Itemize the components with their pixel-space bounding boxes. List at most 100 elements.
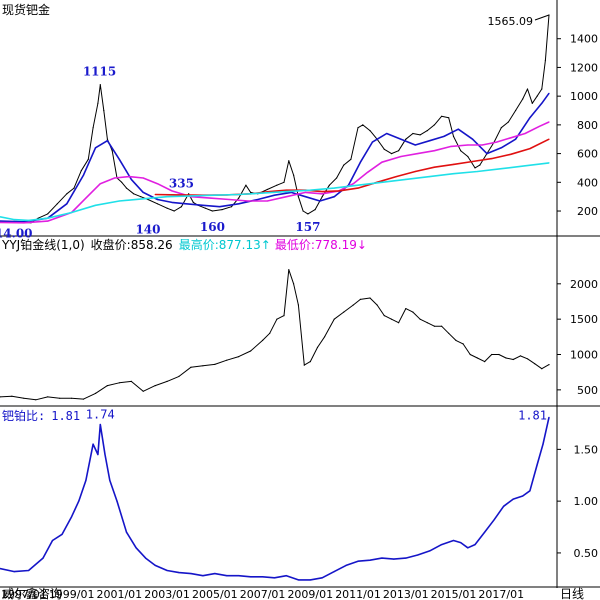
point-pd_pt_ratio xyxy=(85,479,87,481)
y-tick-label: 1500 xyxy=(570,313,598,326)
point-ma_red xyxy=(338,190,340,192)
point-ma_cyan xyxy=(28,219,30,221)
point-platinum xyxy=(214,363,216,365)
point-price xyxy=(250,191,252,193)
point-platinum xyxy=(390,318,393,320)
point-ma_cyan xyxy=(429,176,431,178)
point-price xyxy=(180,206,182,208)
point-pd_pt_ratio xyxy=(238,575,240,577)
point-ma_red xyxy=(491,158,493,160)
point-price xyxy=(307,213,309,215)
y-tick-label: 1000 xyxy=(570,90,598,103)
point-platinum xyxy=(118,382,120,384)
point-price xyxy=(106,138,108,140)
series-ma_red xyxy=(155,138,550,196)
point-ma_magenta xyxy=(85,197,87,199)
point-ma_magenta xyxy=(0,221,1,224)
point-pd_pt_ratio xyxy=(452,539,455,542)
point-ma_cyan xyxy=(309,189,311,191)
panel3-title: 钯铂比: 1.81 xyxy=(2,408,80,423)
point-ma_blue xyxy=(0,220,1,222)
point-ma_red xyxy=(548,138,550,140)
point-ma_cyan xyxy=(452,173,455,175)
y-tick-label: 0.50 xyxy=(574,547,599,560)
point-ma_red xyxy=(414,170,416,173)
point-price xyxy=(230,206,233,208)
point-price xyxy=(441,115,443,117)
panel2-name: YYJ铂金线(1,0) xyxy=(1,237,85,252)
point-ma_red xyxy=(285,189,287,191)
x-tick-label: 1997/01 xyxy=(1,588,47,600)
point-pd_pt_ratio xyxy=(109,479,111,481)
point-pd_pt_ratio xyxy=(467,547,469,549)
point-ma_cyan xyxy=(214,194,216,196)
point-pd_pt_ratio xyxy=(309,579,311,581)
point-ma_blue xyxy=(238,203,240,205)
point-platinum xyxy=(441,325,443,327)
y-tick-label: 1.00 xyxy=(574,495,599,508)
point-ma_cyan xyxy=(262,192,264,194)
panel1-title: 现货钯金 xyxy=(2,2,50,17)
series-ma_magenta xyxy=(0,121,550,224)
y-tick-label: 400 xyxy=(577,176,598,189)
point-price xyxy=(419,134,421,136)
point-pd_pt_ratio xyxy=(51,539,54,542)
point-platinum xyxy=(0,396,1,398)
last-value-label: 1565.09 xyxy=(488,15,534,28)
x-tick-label: 2001/01 xyxy=(96,588,142,600)
point-price xyxy=(173,210,175,212)
point-platinum xyxy=(548,364,550,366)
point-platinum xyxy=(376,304,378,306)
ratio-last-label: 1.81 xyxy=(518,408,547,422)
point-platinum xyxy=(276,318,278,320)
point-pd_pt_ratio xyxy=(28,569,30,572)
point-ma_red xyxy=(472,160,474,163)
point-ma_blue xyxy=(118,158,120,160)
point-platinum xyxy=(426,322,428,324)
panel2-high-label: 最高价: xyxy=(179,237,219,252)
point-platinum xyxy=(94,392,97,394)
point-ma_magenta xyxy=(367,171,369,173)
point-ma_magenta xyxy=(156,183,159,185)
point-price xyxy=(314,209,316,211)
point-ma_red xyxy=(178,194,180,196)
x-tick-label: 1999/01 xyxy=(49,588,95,600)
point-platinum xyxy=(448,332,450,334)
x-tick-label: 2009/01 xyxy=(287,588,333,600)
point-price xyxy=(328,184,330,186)
point-platinum xyxy=(297,304,299,306)
point-pd_pt_ratio xyxy=(61,533,63,535)
point-ma_blue xyxy=(429,140,431,142)
point-ma_magenta xyxy=(495,141,498,143)
point-platinum xyxy=(333,318,335,320)
point-platinum xyxy=(59,397,61,399)
point-platinum xyxy=(462,343,464,345)
x-tick-label: 2011/01 xyxy=(335,588,381,600)
point-pd_pt_ratio xyxy=(369,559,371,561)
point-ma_magenta xyxy=(285,196,287,198)
point-price xyxy=(283,181,285,183)
point-ma_cyan xyxy=(524,165,526,167)
point-price xyxy=(321,196,323,198)
point-pd_pt_ratio xyxy=(92,443,94,445)
chart-ticks: 200 400 600 800 1000 1200 1400 500 1000 1500 2000 0… xyxy=(557,33,598,560)
point-pd_pt_ratio xyxy=(285,575,287,577)
point-ma_magenta xyxy=(114,177,116,179)
point-pd_pt_ratio xyxy=(273,577,276,579)
x-axis-labels: 1997/01 1999/01 2001/01 2003/01 2005/01 2007/… xyxy=(1,588,524,600)
point-pd_pt_ratio xyxy=(297,579,299,581)
point-ma_magenta xyxy=(321,193,323,195)
panel3-title-value: 1.81 xyxy=(51,409,80,423)
point-ma_cyan xyxy=(285,191,287,193)
point-pd_pt_ratio xyxy=(262,576,264,578)
series-platinum xyxy=(0,269,550,401)
last-value-leader xyxy=(534,14,550,21)
annotation-label: 335 xyxy=(169,177,194,191)
point-ma_blue xyxy=(82,174,85,176)
annotation-label: 140 xyxy=(135,223,160,237)
point-ma_magenta xyxy=(352,183,354,185)
point-platinum xyxy=(505,357,507,359)
point-ma_cyan xyxy=(238,193,240,196)
point-pd_pt_ratio xyxy=(104,453,106,456)
